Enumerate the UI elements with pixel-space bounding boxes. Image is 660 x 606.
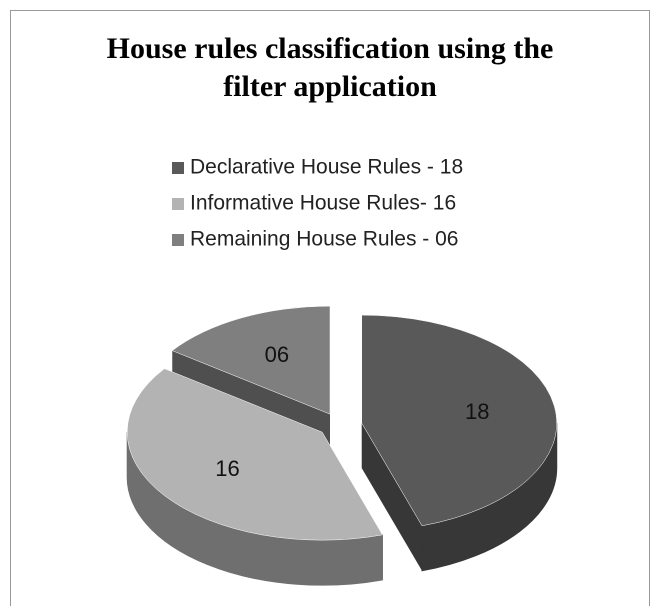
slice-top [361, 314, 557, 527]
slice-top [126, 368, 383, 541]
chart-title: House rules classification using the filt… [107, 32, 554, 103]
legend-label: Remaining House Rules - 06 [190, 228, 458, 251]
data-label: 06 [265, 342, 289, 367]
legend-label: Declarative House Rules - 18 [190, 156, 463, 179]
slice-top [171, 305, 331, 415]
data-label: 16 [215, 456, 239, 481]
legend-swatch [172, 162, 184, 174]
data-label: 18 [465, 399, 489, 424]
legend-swatch [172, 234, 184, 246]
legend-swatch [172, 198, 184, 210]
pie-slice [361, 314, 558, 572]
pie-slice [126, 368, 383, 586]
legend-label: Informative House Rules- 16 [190, 192, 456, 215]
slice-wall [361, 423, 422, 571]
